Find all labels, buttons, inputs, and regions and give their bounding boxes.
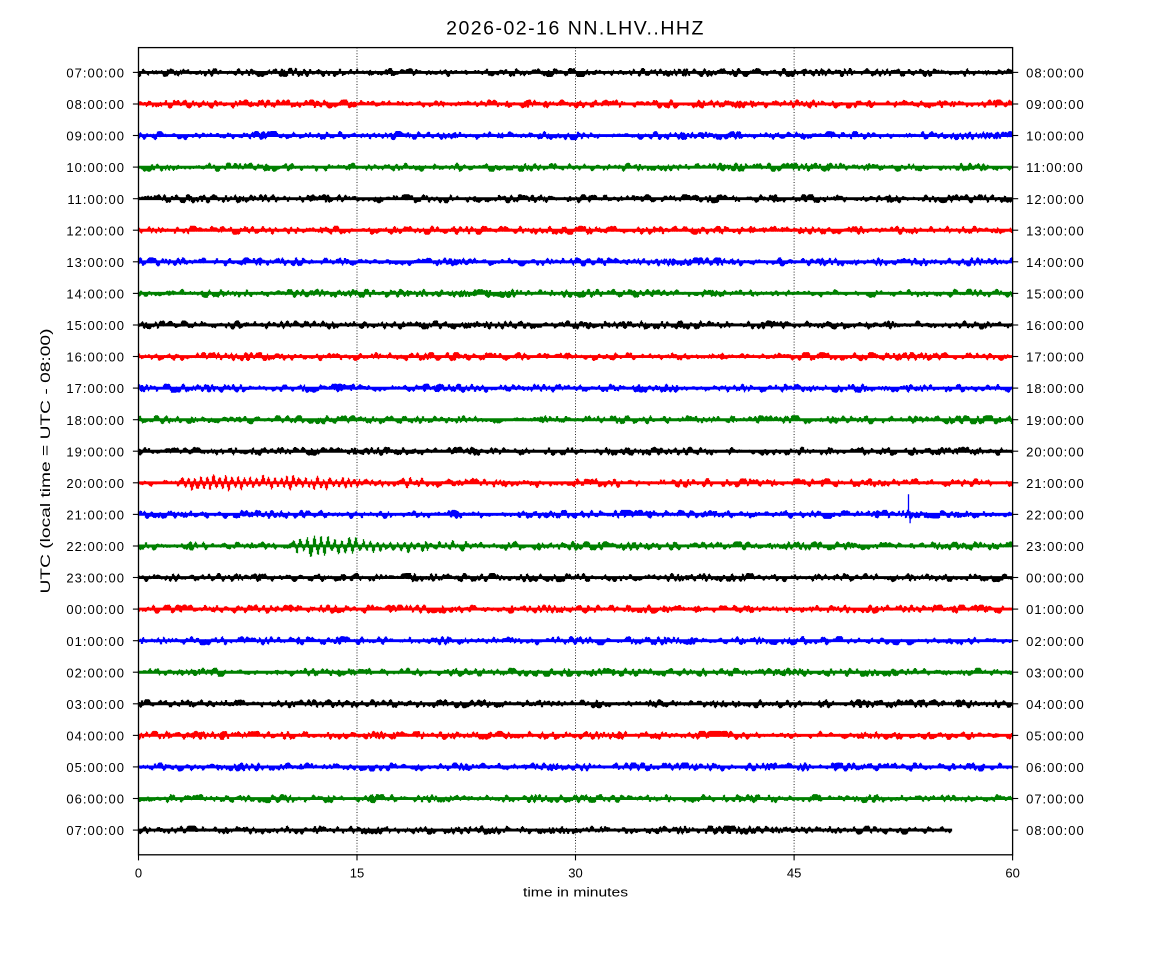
svg-text:22:00:00: 22:00:00 [66, 539, 125, 554]
svg-text:45: 45 [787, 865, 801, 880]
svg-text:09:00:00: 09:00:00 [1026, 97, 1085, 112]
svg-text:16:00:00: 16:00:00 [66, 350, 125, 365]
svg-text:00:00:00: 00:00:00 [66, 602, 125, 617]
svg-text:08:00:00: 08:00:00 [1026, 66, 1085, 81]
svg-text:07:00:00: 07:00:00 [66, 823, 125, 838]
svg-text:23:00:00: 23:00:00 [66, 571, 125, 586]
svg-text:13:00:00: 13:00:00 [1026, 223, 1085, 238]
svg-text:11:00:00: 11:00:00 [67, 192, 125, 207]
svg-text:23:00:00: 23:00:00 [1026, 539, 1085, 554]
svg-text:18:00:00: 18:00:00 [66, 413, 125, 428]
svg-text:07:00:00: 07:00:00 [66, 66, 125, 81]
svg-text:07:00:00: 07:00:00 [1026, 792, 1085, 807]
svg-text:04:00:00: 04:00:00 [66, 729, 125, 744]
svg-text:10:00:00: 10:00:00 [1026, 129, 1085, 144]
svg-text:08:00:00: 08:00:00 [66, 97, 125, 112]
svg-text:14:00:00: 14:00:00 [66, 287, 125, 302]
svg-text:01:00:00: 01:00:00 [1026, 602, 1085, 617]
svg-text:30: 30 [568, 865, 582, 880]
svg-text:05:00:00: 05:00:00 [1026, 729, 1085, 744]
svg-text:02:00:00: 02:00:00 [66, 665, 125, 680]
svg-text:21:00:00: 21:00:00 [66, 508, 125, 523]
svg-text:UTC (local time = UTC - 08:00): UTC (local time = UTC - 08:00) [38, 329, 53, 594]
svg-text:00:00:00: 00:00:00 [1026, 571, 1085, 586]
svg-text:21:00:00: 21:00:00 [1026, 476, 1085, 491]
svg-text:15:00:00: 15:00:00 [1026, 287, 1085, 302]
svg-text:60: 60 [1005, 865, 1019, 880]
svg-text:time in minutes: time in minutes [523, 885, 629, 900]
svg-text:19:00:00: 19:00:00 [1026, 413, 1085, 428]
svg-text:01:00:00: 01:00:00 [66, 634, 125, 649]
svg-text:14:00:00: 14:00:00 [1026, 255, 1085, 270]
svg-text:20:00:00: 20:00:00 [1026, 444, 1085, 459]
svg-text:06:00:00: 06:00:00 [1026, 760, 1085, 775]
svg-text:11:00:00: 11:00:00 [1026, 160, 1084, 175]
svg-text:22:00:00: 22:00:00 [1026, 508, 1085, 523]
svg-text:2026-02-16 NN.LHV..HHZ: 2026-02-16 NN.LHV..HHZ [446, 18, 705, 40]
svg-text:15:00:00: 15:00:00 [66, 318, 125, 333]
svg-text:13:00:00: 13:00:00 [66, 255, 125, 270]
svg-text:09:00:00: 09:00:00 [66, 129, 125, 144]
svg-text:05:00:00: 05:00:00 [66, 760, 125, 775]
svg-text:08:00:00: 08:00:00 [1026, 823, 1085, 838]
svg-text:16:00:00: 16:00:00 [1026, 318, 1085, 333]
svg-text:17:00:00: 17:00:00 [66, 381, 125, 396]
svg-text:02:00:00: 02:00:00 [1026, 634, 1085, 649]
svg-text:06:00:00: 06:00:00 [66, 792, 125, 807]
svg-text:10:00:00: 10:00:00 [66, 160, 125, 175]
svg-text:04:00:00: 04:00:00 [1026, 697, 1085, 712]
svg-text:0: 0 [135, 865, 142, 880]
svg-text:17:00:00: 17:00:00 [1026, 350, 1085, 365]
svg-text:12:00:00: 12:00:00 [1026, 192, 1085, 207]
svg-text:03:00:00: 03:00:00 [66, 697, 125, 712]
svg-text:18:00:00: 18:00:00 [1026, 381, 1085, 396]
svg-text:03:00:00: 03:00:00 [1026, 665, 1085, 680]
svg-text:19:00:00: 19:00:00 [66, 444, 125, 459]
svg-text:15: 15 [350, 865, 364, 880]
svg-text:12:00:00: 12:00:00 [66, 223, 125, 238]
svg-text:20:00:00: 20:00:00 [66, 476, 125, 491]
